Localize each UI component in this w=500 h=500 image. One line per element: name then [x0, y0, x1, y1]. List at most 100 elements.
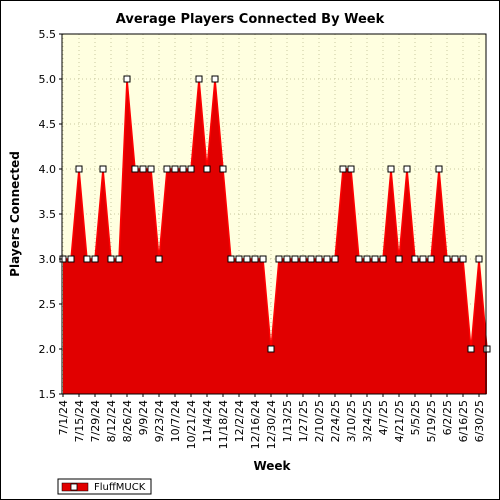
x-tick-label: 7/15/24	[73, 400, 86, 442]
data-point	[459, 255, 467, 263]
y-tick-label: 5.5	[39, 28, 57, 41]
x-axis-ticks: 7/1/24 7/15/24 7/29/24 8/12/24 8/26/24 9/9/24…	[57, 394, 486, 449]
data-point	[227, 255, 235, 263]
data-point	[139, 165, 147, 173]
data-point	[83, 255, 91, 263]
data-point	[427, 255, 435, 263]
data-point	[315, 255, 323, 263]
data-point	[347, 165, 355, 173]
data-point	[387, 165, 395, 173]
data-point	[155, 255, 163, 263]
data-point	[107, 255, 115, 263]
y-tick-label: 4.5	[39, 118, 57, 131]
x-tick-label: 11/18/24	[217, 400, 230, 449]
data-point	[123, 75, 131, 83]
y-tick-label: 1.5	[39, 388, 57, 401]
legend: FluffMUCK	[57, 478, 152, 495]
data-point	[235, 255, 243, 263]
data-point	[467, 345, 475, 353]
x-tick-label: 9/9/24	[137, 400, 150, 435]
chart-title: Average Players Connected By Week	[116, 12, 385, 27]
data-point	[443, 255, 451, 263]
x-tick-label: 10/21/24	[185, 400, 198, 449]
x-tick-label: 8/26/24	[121, 400, 134, 442]
data-point	[203, 165, 211, 173]
data-point	[419, 255, 427, 263]
x-tick-label: 2/24/25	[329, 400, 342, 442]
legend-label: FluffMUCK	[94, 482, 146, 493]
data-point	[355, 255, 363, 263]
data-point	[163, 165, 171, 173]
series-area	[63, 79, 487, 394]
data-point	[283, 255, 291, 263]
x-tick-label: 4/7/25	[377, 400, 390, 435]
y-tick-label: 2.0	[39, 343, 57, 356]
data-point	[435, 165, 443, 173]
data-point	[219, 165, 227, 173]
data-point	[275, 255, 283, 263]
data-point	[475, 255, 483, 263]
x-tick-label: 12/16/24	[249, 400, 262, 449]
data-point	[307, 255, 315, 263]
data-point	[75, 165, 83, 173]
y-axis-ticks: 1.5 2.0 2.5 3.0 3.5 4.0 4.5 5.0 5.5	[39, 28, 62, 401]
data-point	[299, 255, 307, 263]
data-point	[243, 255, 251, 263]
data-point	[259, 255, 267, 263]
data-point	[99, 165, 107, 173]
data-point	[339, 165, 347, 173]
y-axis-title: Players Connected	[8, 151, 22, 277]
data-point	[91, 255, 99, 263]
x-tick-label: 6/30/25	[473, 400, 486, 442]
data-point	[211, 75, 219, 83]
y-tick-label: 2.5	[39, 298, 57, 311]
data-point	[379, 255, 387, 263]
x-tick-label: 7/1/24	[57, 400, 70, 435]
x-tick-label: 5/5/25	[409, 400, 422, 435]
data-point	[371, 255, 379, 263]
data-point	[179, 165, 187, 173]
data-point	[451, 255, 459, 263]
x-tick-label: 3/24/25	[361, 400, 374, 442]
x-tick-label: 11/4/24	[201, 400, 214, 442]
y-tick-label: 4.0	[39, 163, 57, 176]
x-tick-label: 6/16/25	[457, 400, 470, 442]
data-point	[291, 255, 299, 263]
data-point	[403, 165, 411, 173]
data-point	[363, 255, 371, 263]
data-point	[395, 255, 403, 263]
legend-marker-icon	[70, 483, 78, 491]
x-tick-label: 6/2/25	[441, 400, 454, 435]
x-tick-label: 1/13/25	[281, 400, 294, 442]
data-point	[131, 165, 139, 173]
data-point	[115, 255, 123, 263]
y-tick-label: 5.0	[39, 73, 57, 86]
x-tick-label: 12/2/24	[233, 400, 246, 442]
data-point	[67, 255, 75, 263]
data-point	[251, 255, 259, 263]
x-tick-label: 7/29/24	[89, 400, 102, 442]
y-tick-label: 3.0	[39, 253, 57, 266]
x-tick-label: 1/27/25	[297, 400, 310, 442]
data-point	[195, 75, 203, 83]
x-tick-label: 9/23/24	[153, 400, 166, 442]
x-tick-label: 4/21/25	[393, 400, 406, 442]
data-point	[411, 255, 419, 263]
x-tick-label: 8/12/24	[105, 400, 118, 442]
data-point	[331, 255, 339, 263]
x-tick-label: 5/19/25	[425, 400, 438, 442]
series-layer	[59, 33, 491, 395]
data-point	[147, 165, 155, 173]
x-axis-title: Week	[253, 459, 291, 473]
x-tick-label: 2/10/25	[313, 400, 326, 442]
x-tick-label: 3/10/25	[345, 400, 358, 442]
data-point	[483, 345, 491, 353]
data-point	[187, 165, 195, 173]
y-tick-label: 3.5	[39, 208, 57, 221]
data-point	[267, 345, 275, 353]
x-tick-label: 12/30/24	[265, 400, 278, 449]
data-point	[323, 255, 331, 263]
x-tick-label: 10/7/24	[169, 400, 182, 442]
